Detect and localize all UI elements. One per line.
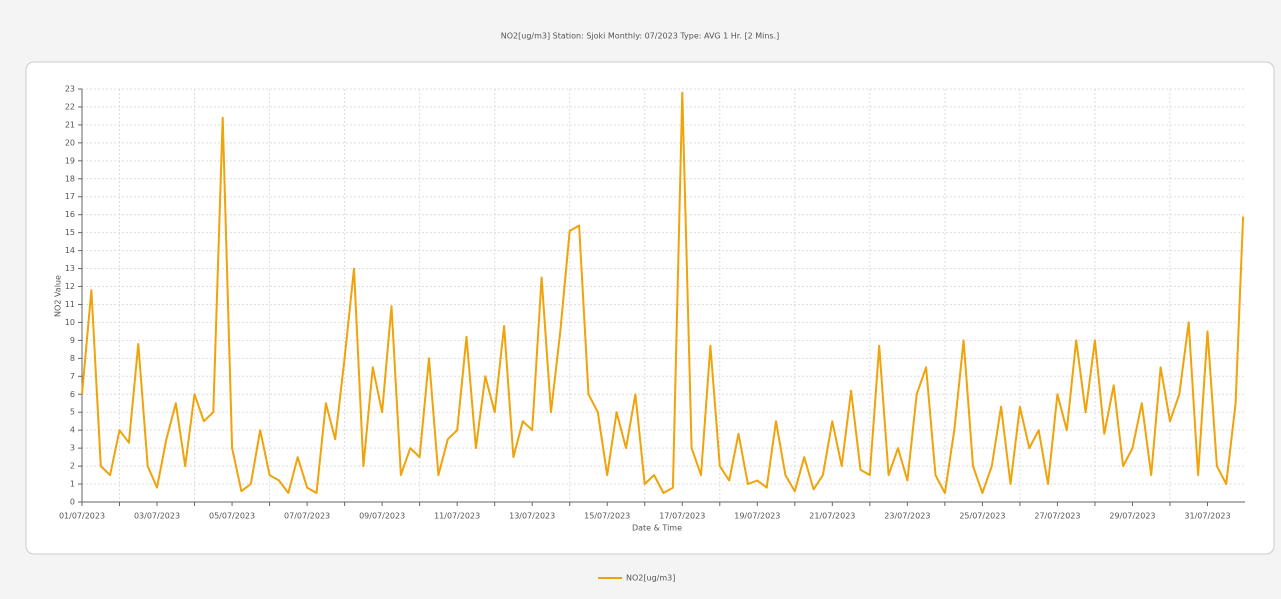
x-tick-label: 03/07/2023: [134, 512, 180, 521]
y-tick-label: 0: [70, 498, 75, 507]
y-tick-label: 15: [65, 228, 75, 237]
chart-title: NO2[ug/m3] Station: Sjoki Monthly: 07/20…: [501, 32, 779, 41]
x-tick-label: 21/07/2023: [809, 512, 855, 521]
y-tick-label: 2: [70, 462, 75, 471]
x-axis-label: Date & Time: [632, 524, 682, 533]
y-tick-label: 22: [65, 102, 75, 111]
y-tick-label: 13: [65, 264, 75, 273]
x-tick-label: 07/07/2023: [284, 512, 330, 521]
x-tick-label: 09/07/2023: [359, 512, 405, 521]
x-tick-label: 27/07/2023: [1034, 512, 1080, 521]
y-tick-label: 19: [65, 156, 75, 165]
y-tick-label: 18: [65, 174, 75, 183]
x-tick-label: 29/07/2023: [1109, 512, 1155, 521]
y-tick-label: 9: [70, 336, 75, 345]
y-tick-label: 14: [65, 246, 75, 255]
chart-frame: [25, 61, 1275, 555]
x-tick-label: 25/07/2023: [959, 512, 1005, 521]
y-tick-label: 17: [65, 192, 75, 201]
x-tick-label: 15/07/2023: [584, 512, 630, 521]
x-tick-label: 01/07/2023: [59, 512, 105, 521]
y-tick-label: 21: [65, 120, 75, 129]
y-tick-label: 11: [65, 300, 75, 309]
y-axis-label: NO2 Value: [54, 275, 63, 317]
y-tick-label: 20: [65, 138, 75, 147]
x-tick-label: 19/07/2023: [734, 512, 780, 521]
y-tick-label: 16: [65, 210, 75, 219]
y-tick-label: 6: [70, 390, 75, 399]
x-tick-label: 05/07/2023: [209, 512, 255, 521]
legend-label: NO2[ug/m3]: [626, 574, 675, 583]
y-tick-label: 1: [70, 480, 75, 489]
x-tick-label: 23/07/2023: [884, 512, 930, 521]
y-tick-label: 3: [70, 444, 75, 453]
data-line: [81, 91, 1245, 494]
y-tick-label: 5: [70, 408, 75, 417]
x-tick-label: 13/07/2023: [509, 512, 555, 521]
x-tick-label: 17/07/2023: [659, 512, 705, 521]
x-tick-label: 31/07/2023: [1184, 512, 1230, 521]
y-tick-label: 12: [65, 282, 75, 291]
x-tick-label: 11/07/2023: [434, 512, 480, 521]
y-tick-label: 23: [65, 85, 75, 94]
y-tick-label: 10: [65, 318, 75, 327]
y-tick-label: 8: [70, 354, 75, 363]
y-tick-label: 4: [70, 426, 75, 435]
y-tick-label: 7: [70, 372, 75, 381]
